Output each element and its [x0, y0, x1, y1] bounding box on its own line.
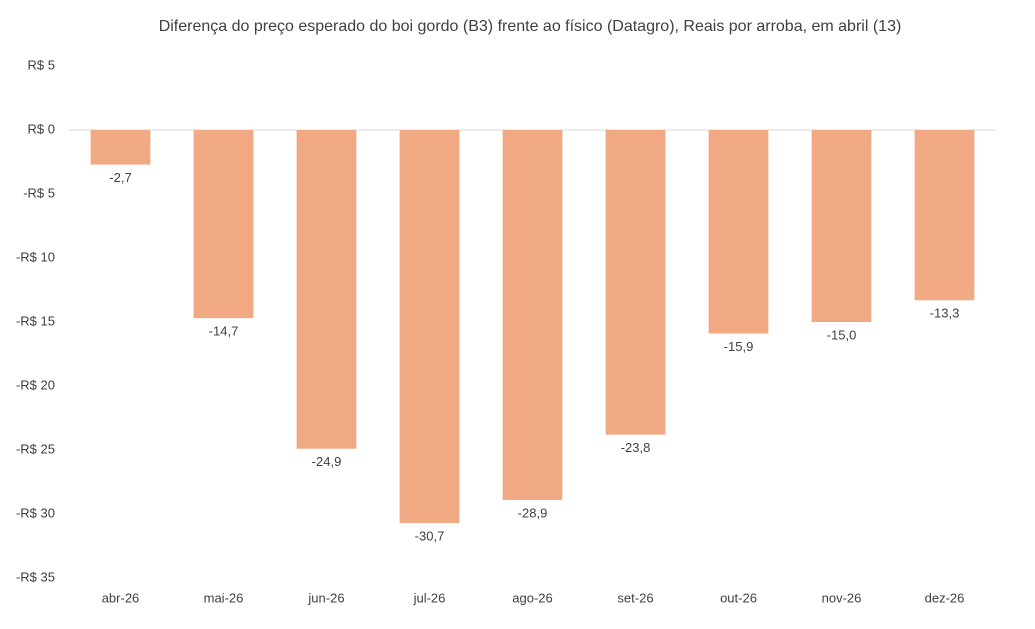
bar: [708, 130, 769, 334]
y-tick-label: R$ 5: [28, 57, 55, 72]
y-tick-label: -R$ 20: [16, 377, 55, 392]
data-label: -28,9: [518, 505, 548, 520]
x-tick-label: nov-26: [822, 590, 862, 605]
y-tick-label: -R$ 15: [16, 313, 55, 328]
y-tick-label: -R$ 30: [16, 505, 55, 520]
x-tick-label: ago-26: [512, 590, 552, 605]
bar: [605, 130, 666, 435]
bar: [296, 130, 357, 449]
data-label: -15,9: [724, 339, 754, 354]
x-tick-label: jun-26: [307, 590, 344, 605]
bar: [193, 130, 254, 319]
bar: [811, 130, 872, 322]
y-tick-label: -R$ 5: [23, 185, 55, 200]
y-tick-label: R$ 0: [28, 121, 55, 136]
x-tick-label: mai-26: [204, 590, 244, 605]
chart-title: Diferença do preço esperado do boi gordo…: [159, 18, 902, 35]
data-label: -30,7: [415, 528, 445, 543]
bar: [399, 130, 460, 523]
x-tick-label: out-26: [720, 590, 757, 605]
data-label: -13,3: [930, 306, 960, 321]
x-tick-label: abr-26: [102, 590, 140, 605]
data-label: -15,0: [827, 327, 857, 342]
bar: [914, 130, 975, 301]
y-tick-label: -R$ 35: [16, 569, 55, 584]
x-tick-label: jul-26: [413, 590, 446, 605]
data-label: -23,8: [621, 440, 651, 455]
x-tick-label: dez-26: [925, 590, 965, 605]
data-label: -2,7: [109, 170, 131, 185]
y-tick-label: -R$ 10: [16, 249, 55, 264]
data-label: -24,9: [312, 454, 342, 469]
bar: [502, 130, 563, 500]
data-label: -14,7: [209, 324, 239, 339]
x-tick-label: set-26: [617, 590, 653, 605]
y-tick-label: -R$ 25: [16, 441, 55, 456]
bar: [90, 130, 151, 165]
